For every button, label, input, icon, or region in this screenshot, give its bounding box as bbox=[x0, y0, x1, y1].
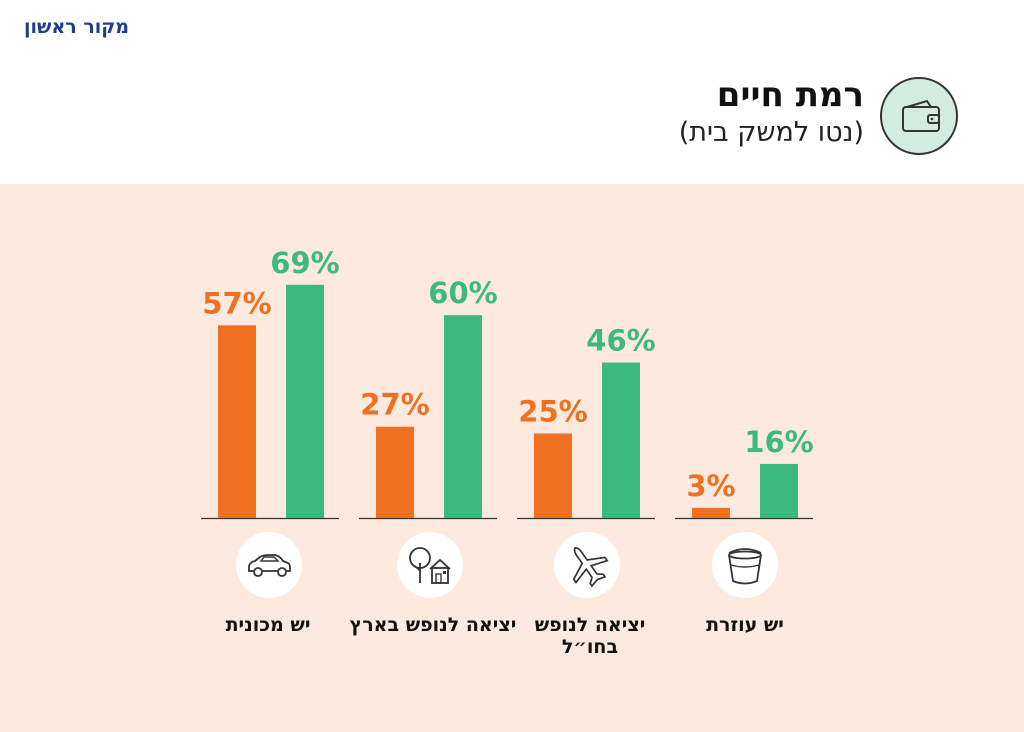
chart-subtitle: (נטו למשק בית) bbox=[678, 117, 864, 148]
title-block: רמת חיים (נטו למשק בית) bbox=[679, 74, 864, 150]
bar-orange-vacation-abroad bbox=[534, 433, 572, 518]
bar-orange-vacation-domestic bbox=[376, 426, 414, 518]
brand-logo: מקור ראשון bbox=[24, 16, 130, 38]
bar-green-vacation-abroad bbox=[602, 362, 640, 518]
bar-green-vacation-domestic bbox=[444, 315, 482, 518]
bar-green-car bbox=[286, 284, 324, 518]
data-label-orange-vacation-domestic: 27% bbox=[360, 388, 429, 422]
data-label-green-vacation-abroad: 46% bbox=[586, 324, 655, 358]
house-tree-icon bbox=[397, 532, 463, 598]
car-icon bbox=[236, 532, 302, 598]
chart-panel: 57% 69% 27% 60% 25% 46% 3% 16% bbox=[0, 184, 1024, 732]
bucket-icon bbox=[712, 532, 778, 598]
data-label-orange-car: 57% bbox=[202, 286, 271, 320]
bar-orange-car bbox=[218, 325, 256, 518]
data-label-green-vacation-domestic: 60% bbox=[428, 276, 497, 310]
bar-chart: 57% 69% 27% 60% 25% 46% 3% 16% bbox=[201, 246, 814, 520]
chart-title: רמת חיים bbox=[716, 75, 864, 115]
wallet-icon bbox=[880, 77, 958, 155]
category-label-vacation-domestic: יציאה לנופש בארץ bbox=[349, 614, 517, 636]
category-label-vacation-abroad: יציאה לנופש בחו״ל bbox=[534, 614, 646, 658]
bar-orange-housekeeper bbox=[692, 507, 730, 518]
data-label-orange-vacation-abroad: 25% bbox=[518, 395, 587, 429]
data-label-orange-housekeeper: 3% bbox=[686, 469, 735, 503]
bar-green-housekeeper bbox=[760, 463, 798, 518]
data-label-green-car: 69% bbox=[270, 246, 339, 280]
category-label-car: יש מכונית bbox=[225, 614, 311, 636]
data-label-green-housekeeper: 16% bbox=[744, 425, 813, 459]
header: מקור ראשון רמת חיים (נטו למשק בית) bbox=[0, 0, 1024, 184]
airplane-icon bbox=[554, 532, 620, 598]
category-label-housekeeper: יש עוזרת bbox=[706, 614, 784, 636]
